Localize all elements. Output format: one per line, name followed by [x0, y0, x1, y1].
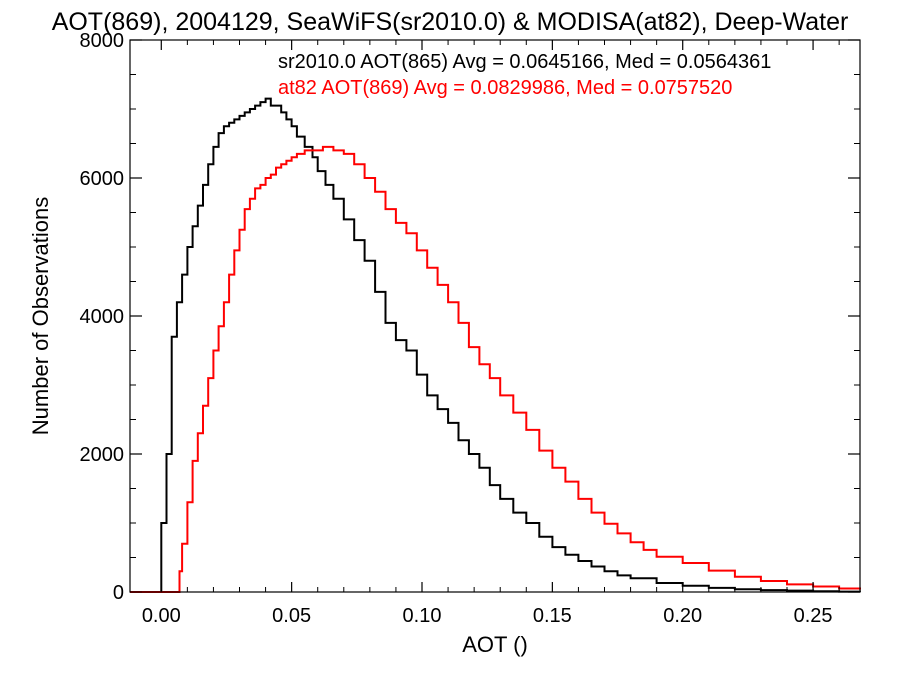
y-tick-label: 2000 [80, 444, 125, 466]
x-tick-label: 0.20 [663, 605, 702, 627]
plot-series [130, 97, 861, 593]
x-tick-label: 0.10 [403, 605, 442, 627]
x-tick-label: 0.00 [142, 605, 181, 627]
x-tick-label: 0.05 [272, 605, 311, 627]
y-tick-label: 8000 [80, 30, 125, 52]
plot-frame [129, 39, 861, 593]
y-tick-label: 6000 [80, 168, 125, 190]
x-tick-label: 0.15 [533, 605, 572, 627]
chart-title: AOT(869), 2004129, SeaWiFS(sr2010.0) & M… [52, 8, 849, 36]
series-line-1 [130, 97, 861, 593]
stats-annotation-2: at82 AOT(869) Avg = 0.0829986, Med = 0.0… [278, 77, 732, 99]
x-tick-label: 0.25 [794, 605, 833, 627]
y-tick-label: 4000 [80, 306, 125, 328]
y-axis: 0 2000 4000 6000 8000 [80, 30, 860, 604]
x-axis-label: AOT () [462, 632, 528, 657]
annotations: sr2010.0 AOT(865) Avg = 0.0645166, Med =… [278, 51, 771, 99]
x-axis: 0.00 0.05 0.10 0.15 0.20 0.25 [142, 40, 840, 627]
y-tick-label: 0 [113, 582, 124, 604]
y-axis-label: Number of Observations [28, 197, 53, 435]
series-line-2 [130, 145, 861, 593]
stats-annotation-1: sr2010.0 AOT(865) Avg = 0.0645166, Med =… [278, 51, 771, 73]
